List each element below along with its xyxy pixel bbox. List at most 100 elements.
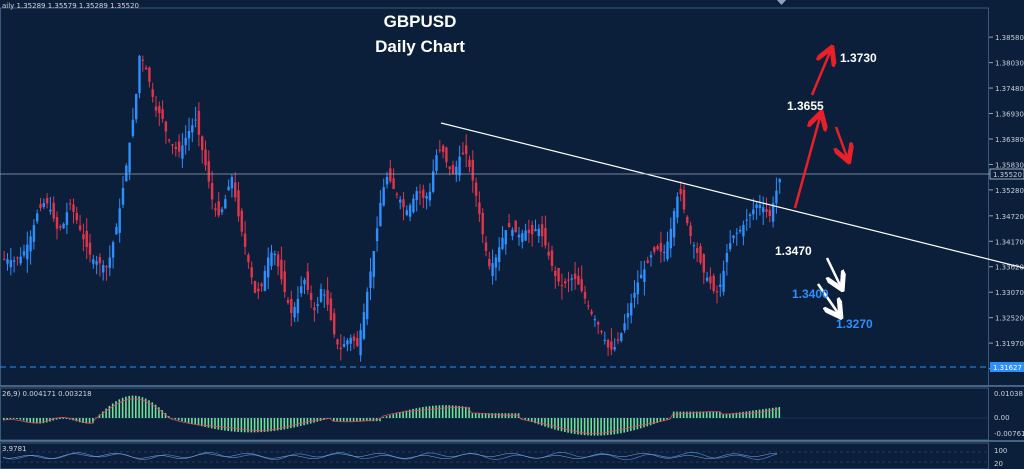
candle-body	[491, 263, 494, 276]
macd-histogram-bar	[610, 418, 612, 435]
candle-body	[517, 234, 521, 238]
macd-histogram-bar	[253, 418, 256, 433]
candle-body	[39, 204, 42, 208]
candle-body	[672, 210, 676, 238]
candle-body	[201, 136, 204, 151]
candle-body	[95, 261, 98, 265]
candle-body	[303, 279, 306, 285]
candle-body	[438, 149, 441, 151]
macd-histogram-bar	[207, 418, 210, 428]
candle-body	[286, 300, 290, 303]
candles-group	[3, 55, 781, 362]
arrow-up-to-3655	[793, 117, 820, 209]
macd-histogram-bar	[352, 418, 355, 422]
macd-histogram-bar	[613, 418, 616, 435]
macd-histogram-bar	[283, 418, 286, 430]
candle-body	[432, 171, 435, 192]
macd-histogram-bar	[583, 418, 586, 436]
macd-histogram-bar	[329, 418, 332, 419]
candle-body	[131, 119, 135, 136]
macd-histogram-bar	[333, 418, 335, 422]
macd-histogram-bar	[663, 418, 665, 421]
candle-body	[481, 212, 484, 235]
candle-body	[111, 242, 115, 258]
macd-histogram-bar	[550, 418, 553, 429]
candle-body	[296, 298, 300, 314]
macd-histogram-bar	[775, 407, 777, 418]
candle-body	[346, 340, 349, 345]
macd-histogram-bar	[36, 418, 38, 424]
macd-histogram-bar	[597, 418, 599, 436]
macd-histogram-bar	[366, 418, 368, 422]
macd-histogram-bar	[768, 408, 771, 418]
macd-histogram-bar	[656, 418, 658, 423]
candle-body	[686, 216, 689, 224]
candle-body	[372, 251, 375, 277]
macd-histogram-bar	[177, 418, 180, 421]
macd-histogram-bar	[273, 418, 276, 431]
macd-histogram-bar	[686, 411, 688, 418]
candle-body	[778, 178, 781, 183]
candle-body	[69, 203, 72, 205]
macd-histogram-bar	[399, 412, 401, 418]
macd-histogram-bar	[382, 417, 385, 418]
candle-body	[128, 142, 131, 173]
candle-body	[257, 288, 260, 292]
current-price-tag	[989, 168, 1024, 180]
price-tick-label: 1.33620	[995, 264, 1024, 272]
macd-histogram-bar	[65, 418, 68, 419]
candle-body	[389, 168, 392, 182]
candle-body	[263, 270, 267, 291]
macd-histogram-bar	[451, 405, 454, 418]
candle-body	[168, 139, 171, 141]
macd-histogram-bar	[626, 418, 629, 432]
candle-body	[164, 121, 168, 132]
macd-histogram-bar	[567, 418, 569, 433]
candle-body	[498, 247, 501, 262]
macd-histogram-bar	[214, 418, 216, 429]
candle-body	[247, 254, 250, 263]
candle-body	[300, 286, 303, 294]
candle-body	[210, 183, 214, 200]
macd-histogram-bar	[606, 418, 609, 436]
macd-histogram-bar	[194, 418, 196, 425]
candle-body	[369, 271, 372, 288]
price-tick-label: 1.37480	[995, 85, 1024, 93]
candle-body	[471, 159, 474, 181]
macd-histogram-bar	[696, 411, 698, 418]
candle-body	[768, 209, 771, 216]
osc-signal-line	[2, 453, 778, 459]
macd-histogram-bar	[461, 406, 464, 418]
price-tick-label: 1.36380	[995, 136, 1024, 144]
macd-histogram-bar	[187, 418, 190, 423]
candle-body	[653, 247, 656, 252]
candle-body	[620, 333, 623, 341]
macd-histogram-bar	[633, 418, 635, 431]
candle-body	[105, 266, 108, 268]
macd-histogram-bar	[742, 411, 744, 418]
candle-body	[319, 288, 323, 302]
macd-histogram-bar	[593, 418, 596, 436]
macd-histogram-bar	[395, 413, 398, 418]
candle-body	[425, 195, 428, 199]
macd-group: 0.01038 0.00 -0.007612	[0, 390, 1024, 438]
price-tick-label: 1.33070	[995, 289, 1024, 297]
candle-body	[151, 89, 154, 97]
macd-histogram-bar	[682, 411, 685, 418]
macd-histogram-bar	[263, 418, 266, 432]
price-tick-label: 1.38030	[995, 60, 1024, 68]
candle-body	[712, 275, 715, 292]
macd-histogram-bar	[537, 418, 540, 425]
macd-histogram-bar	[92, 418, 94, 424]
candle-body	[382, 187, 385, 206]
macd-histogram-bar	[115, 401, 117, 418]
level-label-3400: 1.3400	[792, 287, 829, 301]
candle-body	[181, 145, 184, 159]
candle-body	[280, 259, 283, 280]
candle-body	[600, 330, 603, 333]
macd-histogram-bar	[197, 418, 200, 426]
candle-body	[293, 307, 296, 318]
candle-body	[613, 347, 616, 350]
candle-body	[514, 220, 517, 233]
candle-body	[630, 302, 633, 316]
